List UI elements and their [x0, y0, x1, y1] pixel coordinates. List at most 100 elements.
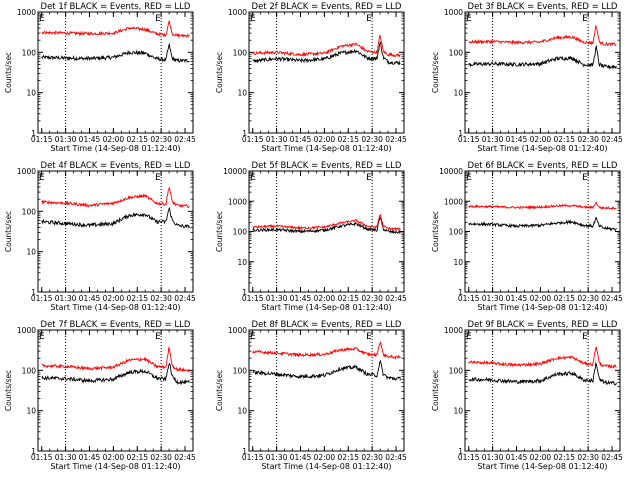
y-tick-label: 1000	[444, 326, 463, 335]
y-tick-label: 1000	[17, 167, 36, 176]
y-axis-label: Counts/sec	[215, 52, 224, 93]
x-tick-label: 01:15	[31, 294, 53, 303]
lld-series-line	[468, 201, 617, 210]
y-tick-label: 1000	[228, 8, 247, 17]
x-tick-label: 02:00	[530, 135, 552, 144]
events-series-line	[468, 216, 617, 232]
x-tick-label: 02:00	[103, 453, 125, 462]
x-tick-label: 02:15	[553, 294, 575, 303]
x-tick-label: 01:30	[55, 135, 77, 144]
y-tick-label: 1	[242, 288, 247, 297]
x-tick-label: 02:30	[361, 453, 383, 462]
event-marker-label: E	[155, 173, 161, 183]
y-tick-label: 1	[458, 447, 463, 456]
x-tick-label: 02:00	[314, 294, 336, 303]
events-series-line	[468, 361, 617, 386]
x-tick-label: 01:15	[242, 453, 264, 462]
x-axis-label: Start Time (14-Sep-08 01:12:40)	[261, 462, 391, 471]
x-tick-label: 01:45	[79, 135, 101, 144]
x-tick-label: 01:45	[290, 453, 312, 462]
x-tick-label: 02:15	[126, 294, 148, 303]
y-tick-label: 1000	[17, 8, 36, 17]
x-tick-label: 02:15	[126, 453, 148, 462]
y-tick-label: 1000	[228, 326, 247, 335]
x-tick-label: 02:45	[601, 135, 623, 144]
detector-panel: Det 4f BLACK = Events, RED = LLD10001001…	[4, 161, 196, 312]
y-tick-label: 10	[453, 407, 463, 416]
events-series-line	[252, 41, 401, 66]
plot-frame	[37, 170, 194, 293]
detector-panel: Det 1f BLACK = Events, RED = LLD10001001…	[4, 2, 196, 153]
x-tick-label: 02:45	[385, 453, 407, 462]
plot-frame	[464, 11, 621, 134]
y-tick-label: 1	[458, 129, 463, 138]
y-tick-label: 1000	[444, 8, 463, 17]
x-tick-label: 01:15	[31, 135, 53, 144]
lld-series-line	[252, 213, 401, 232]
x-tick-label: 02:15	[126, 135, 148, 144]
y-axis-label: Counts/sec	[431, 211, 440, 252]
detector-panel: Det 6f BLACK = Events, RED = LLD10000100…	[431, 161, 623, 312]
detector-panel: Det 5f BLACK = Events, RED = LLD10000100…	[215, 161, 407, 312]
x-tick-label: 02:30	[150, 294, 172, 303]
x-tick-label: 01:30	[266, 135, 288, 144]
x-tick-label: 01:15	[31, 453, 53, 462]
x-tick-label: 02:15	[553, 453, 575, 462]
x-tick-label: 02:00	[314, 135, 336, 144]
x-tick-label: 01:15	[458, 294, 480, 303]
event-marker-label: E	[39, 14, 45, 24]
event-marker-label: E	[39, 332, 45, 342]
x-axis-label: Start Time (14-Sep-08 01:12:40)	[477, 462, 607, 471]
y-tick-label: 10000	[223, 167, 247, 176]
x-tick-label: 01:30	[266, 453, 288, 462]
x-tick-label: 01:15	[242, 135, 264, 144]
y-tick-label: 1	[31, 447, 36, 456]
y-tick-label: 10	[26, 89, 36, 98]
y-tick-label: 10	[453, 258, 463, 267]
y-axis-label: Counts/sec	[4, 52, 13, 93]
events-series-line	[252, 359, 401, 381]
y-tick-label: 100	[22, 48, 37, 57]
y-axis-label: Counts/sec	[431, 370, 440, 411]
x-axis-label: Start Time (14-Sep-08 01:12:40)	[477, 303, 607, 312]
event-marker-label: E	[582, 14, 588, 24]
y-tick-label: 1000	[17, 326, 36, 335]
x-tick-label: 01:15	[242, 294, 264, 303]
lld-series-line	[41, 346, 190, 373]
panel-title: Det 4f BLACK = Events, RED = LLD	[41, 161, 191, 171]
panel-title: Det 2f BLACK = Events, RED = LLD	[252, 2, 402, 12]
event-marker-label: E	[466, 173, 472, 183]
y-axis-label: Counts/sec	[215, 211, 224, 252]
x-tick-label: 02:00	[314, 453, 336, 462]
x-tick-label: 02:30	[577, 135, 599, 144]
events-series-line	[41, 42, 190, 64]
events-series-line	[252, 216, 401, 235]
x-tick-label: 02:30	[150, 453, 172, 462]
y-tick-label: 10000	[439, 167, 463, 176]
y-tick-label: 1	[242, 129, 247, 138]
lld-series-line	[252, 341, 401, 361]
panel-title: Det 9f BLACK = Events, RED = LLD	[468, 320, 618, 330]
panel-title: Det 7f BLACK = Events, RED = LLD	[41, 320, 191, 330]
x-axis-label: Start Time (14-Sep-08 01:12:40)	[50, 303, 180, 312]
x-tick-label: 01:30	[55, 453, 77, 462]
event-marker-label: E	[250, 173, 256, 183]
y-tick-label: 1000	[228, 197, 247, 206]
event-marker-label: E	[155, 14, 161, 24]
panel-title: Det 1f BLACK = Events, RED = LLD	[41, 2, 191, 12]
event-marker-label: E	[39, 173, 45, 183]
event-marker-label: E	[250, 332, 256, 342]
y-tick-label: 100	[449, 366, 464, 375]
events-series-line	[468, 44, 617, 70]
y-tick-label: 100	[22, 366, 37, 375]
y-tick-label: 100	[449, 228, 464, 237]
x-tick-label: 01:45	[79, 294, 101, 303]
x-tick-label: 02:45	[174, 135, 196, 144]
plot-frame	[248, 329, 405, 452]
x-axis-label: Start Time (14-Sep-08 01:12:40)	[50, 144, 180, 153]
x-axis-label: Start Time (14-Sep-08 01:12:40)	[477, 144, 607, 153]
x-axis-label: Start Time (14-Sep-08 01:12:40)	[261, 144, 391, 153]
x-tick-label: 02:00	[530, 453, 552, 462]
x-tick-label: 01:30	[55, 294, 77, 303]
